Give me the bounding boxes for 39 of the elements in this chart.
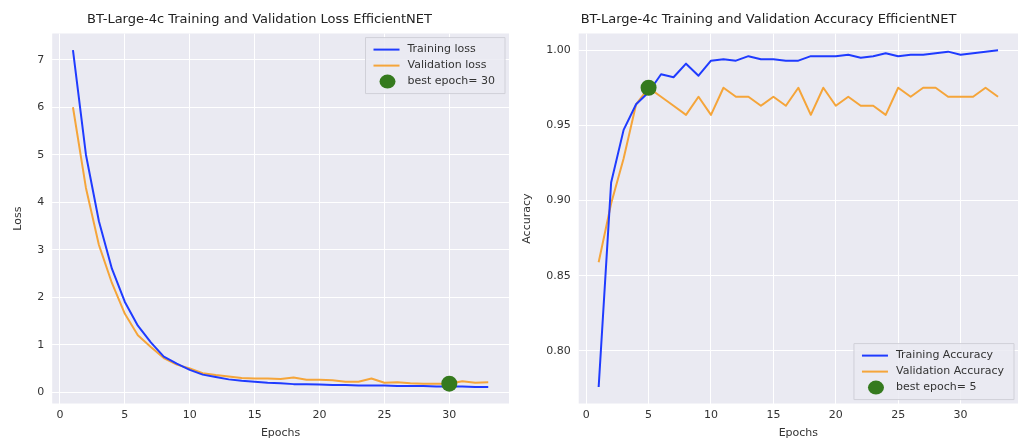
legend-label: best epoch= 30 — [407, 74, 496, 88]
x-tick-label: 20 — [828, 408, 843, 422]
legend-label: Training Accuracy — [894, 348, 994, 362]
y-axis-title: Loss — [11, 206, 25, 231]
y-tick-label: 1.00 — [546, 43, 571, 56]
x-tick-label: 0 — [582, 408, 590, 422]
legend-label: Training loss — [406, 42, 476, 56]
x-tick-label: 15 — [766, 408, 781, 422]
x-axis-title: Epochs — [778, 426, 819, 440]
x-tick-label: 15 — [247, 408, 262, 422]
legend-label: Validation Accuracy — [895, 364, 1005, 378]
y-tick-label: 3 — [37, 242, 45, 256]
x-axis-title: Epochs — [260, 426, 301, 440]
x-tick-label: 0 — [56, 408, 64, 422]
y-tick-label: 0.90 — [546, 193, 571, 207]
y-tick-label: 0.80 — [546, 343, 571, 357]
chart-title: BT-Large-4c Training and Validation Loss EfficientNET — [87, 11, 433, 27]
y-tick-label: 0.95 — [546, 118, 571, 132]
x-tick-label: 25 — [891, 408, 906, 422]
x-tick-label: 25 — [377, 408, 392, 422]
y-tick-label: 7 — [37, 52, 45, 66]
y-tick-label: 0 — [37, 385, 45, 399]
y-tick-label: 2 — [37, 290, 45, 304]
y-tick-label: 4 — [37, 195, 45, 209]
x-tick-label: 30 — [953, 408, 968, 422]
y-tick-label: 0.85 — [546, 268, 571, 282]
x-tick-label: 20 — [312, 408, 327, 422]
x-tick-label: 30 — [442, 408, 457, 422]
y-tick-label: 5 — [37, 147, 45, 161]
legend-label: best epoch= 5 — [895, 380, 977, 394]
chart-title: BT-Large-4c Training and Validation Accuracy EfficientNET — [580, 11, 957, 27]
y-tick-label: 6 — [37, 100, 45, 114]
y-axis-title: Accuracy — [520, 193, 534, 244]
legend-label: Validation loss — [407, 58, 487, 72]
y-tick-label: 1 — [37, 337, 45, 351]
x-tick-label: 5 — [645, 408, 653, 422]
x-tick-label: 10 — [182, 408, 197, 422]
x-tick-label: 10 — [703, 408, 718, 422]
x-tick-label: 5 — [121, 408, 129, 422]
